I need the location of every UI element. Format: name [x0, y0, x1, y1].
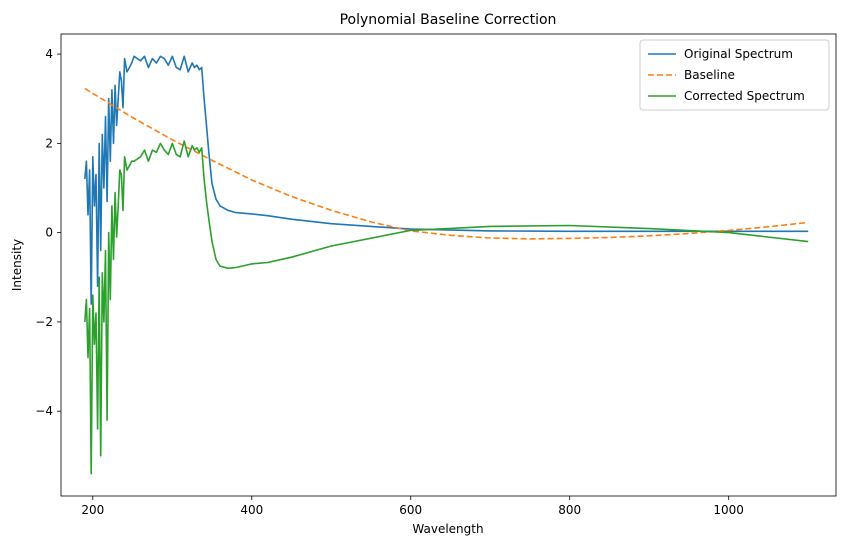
chart-title: Polynomial Baseline Correction [340, 12, 557, 28]
y-axis: −4 −2 0 2 4 [35, 47, 61, 418]
x-tick-label: 200 [81, 503, 104, 517]
series-line-3 [84, 140, 809, 475]
series-line-1 [84, 55, 809, 305]
y-tick-label: 4 [45, 47, 53, 61]
x-tick-label: 1000 [713, 503, 744, 517]
legend-box [639, 39, 830, 111]
x-axis: 200 400 600 800 1000 [81, 496, 744, 517]
y-tick-label: −2 [35, 315, 53, 329]
series-line-2 [84, 87, 809, 240]
y-axis-label: Intensity [10, 239, 24, 291]
legend: Original Spectrum Baseline Corrected Spect… [639, 39, 830, 111]
x-tick-label: 400 [240, 503, 263, 517]
legend-label-1: Original Spectrum [684, 47, 793, 61]
legend-label-3: Corrected Spectrum [684, 89, 805, 103]
x-tick-label: 600 [399, 503, 422, 517]
plot-frame [60, 33, 837, 497]
y-tick-label: 0 [45, 226, 53, 240]
x-tick-label: 800 [558, 503, 581, 517]
y-tick-label: 2 [45, 136, 53, 150]
plot-lines [84, 55, 809, 475]
y-tick-label: −4 [35, 404, 53, 418]
legend-label-2: Baseline [684, 68, 735, 82]
x-axis-label: Wavelength [412, 522, 483, 536]
